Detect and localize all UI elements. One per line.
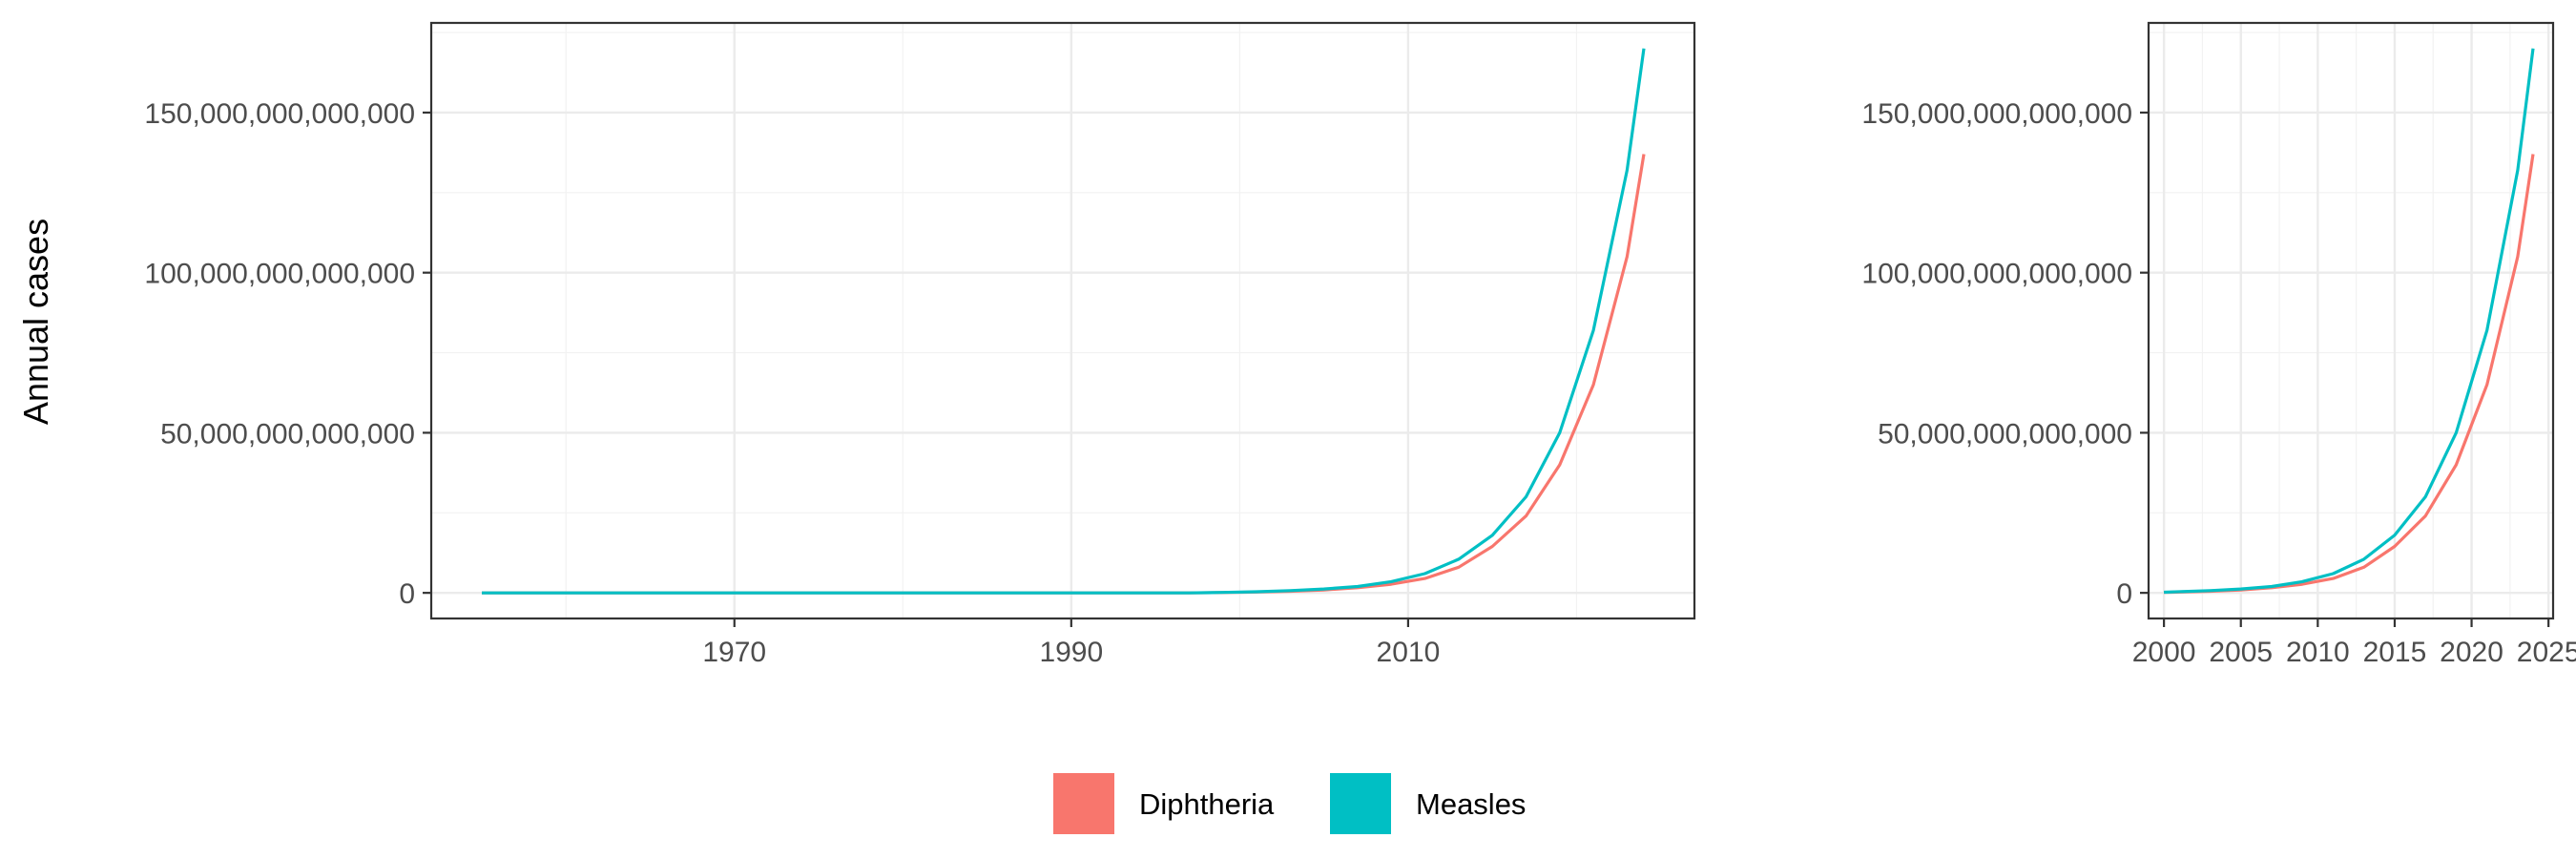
series-line-measles-left: [482, 48, 1646, 595]
panel-left: 0 50,000,000,000,000 100,000,000,000,000 15…: [144, 21, 1696, 668]
legend-key-measles: [1330, 773, 1391, 834]
x-tick-label-left: 1970: [702, 637, 766, 668]
panel-border-left: [429, 21, 1696, 620]
x-tick-label-right: 2025: [2517, 637, 2576, 668]
panel-background-right: [2149, 23, 2553, 618]
y-tick-label-left: 0: [399, 578, 415, 610]
y-tick-label-right: 100,000,000,000,000: [1861, 259, 2132, 290]
x-tick-label-right: 2010: [2286, 637, 2350, 668]
legend-label-diphtheria: Diphtheria: [1139, 787, 1275, 821]
x-tick-label-left: 1990: [1039, 637, 1103, 668]
x-tick-label-right: 2020: [2440, 637, 2503, 668]
x-tick-label-right: 2015: [2363, 637, 2427, 668]
y-tick-label-right: 150,000,000,000,000: [1861, 98, 2132, 130]
x-tick-label-left: 2010: [1377, 637, 1441, 668]
y-tick-label-left: 150,000,000,000,000: [144, 98, 415, 130]
panel-border-right: [2147, 21, 2555, 620]
y-tick-label-left: 50,000,000,000,000: [160, 418, 415, 450]
legend: Diphtheria Measles: [1053, 773, 1526, 834]
y-tick-label-left: 100,000,000,000,000: [144, 259, 415, 290]
legend-label-measles: Measles: [1416, 787, 1526, 821]
panel-background-left: [431, 23, 1694, 618]
legend-key-diphtheria: [1053, 773, 1114, 834]
y-tick-label-right: 50,000,000,000,000: [1878, 418, 2132, 450]
series-line-measles-right: [2164, 48, 2535, 595]
x-tick-label-right: 2000: [2132, 637, 2196, 668]
panel-right: 0 50,000,000,000,000 100,000,000,000,000 15…: [1861, 21, 2576, 668]
x-tick-label-right: 2005: [2209, 637, 2273, 668]
y-tick-label-right: 0: [2116, 578, 2132, 610]
y-axis-title: Annual cases: [16, 219, 55, 425]
